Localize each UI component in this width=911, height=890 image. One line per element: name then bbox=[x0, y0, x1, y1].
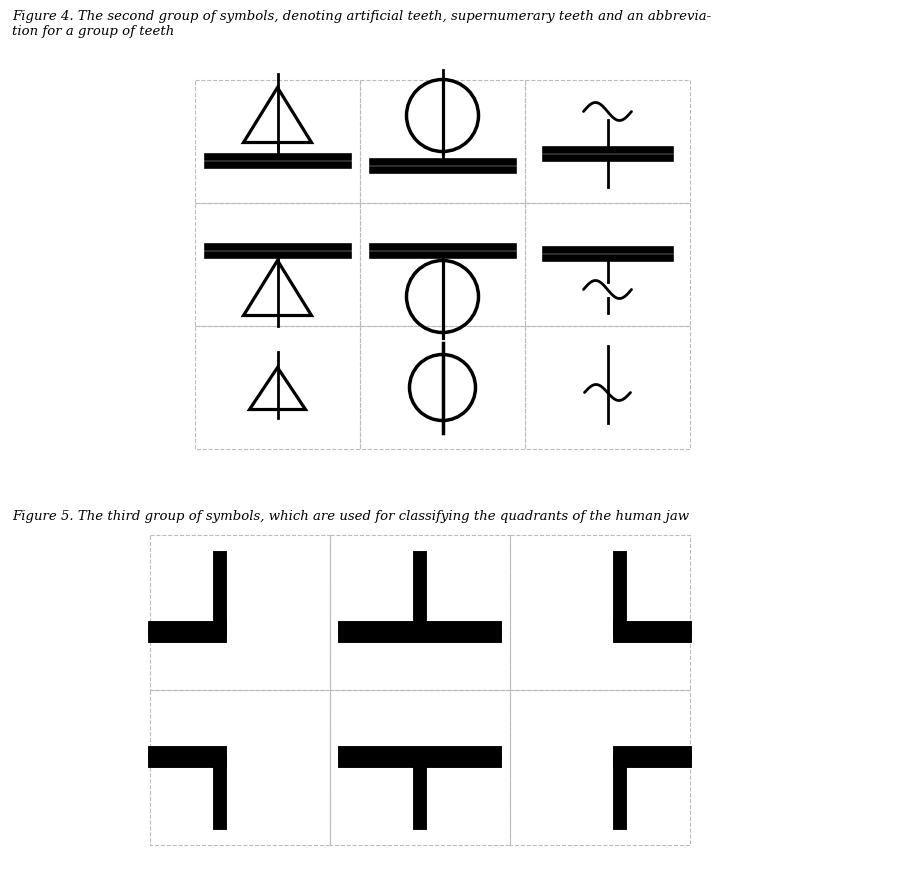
Text: Figure 5. The third group of symbols, which are used for classifying the quadran: Figure 5. The third group of symbols, wh… bbox=[12, 510, 689, 523]
Text: tion for a group of teeth: tion for a group of teeth bbox=[12, 25, 174, 38]
Text: Figure 4. The second group of symbols, denoting artificial teeth, supernumerary : Figure 4. The second group of symbols, d… bbox=[12, 10, 711, 23]
